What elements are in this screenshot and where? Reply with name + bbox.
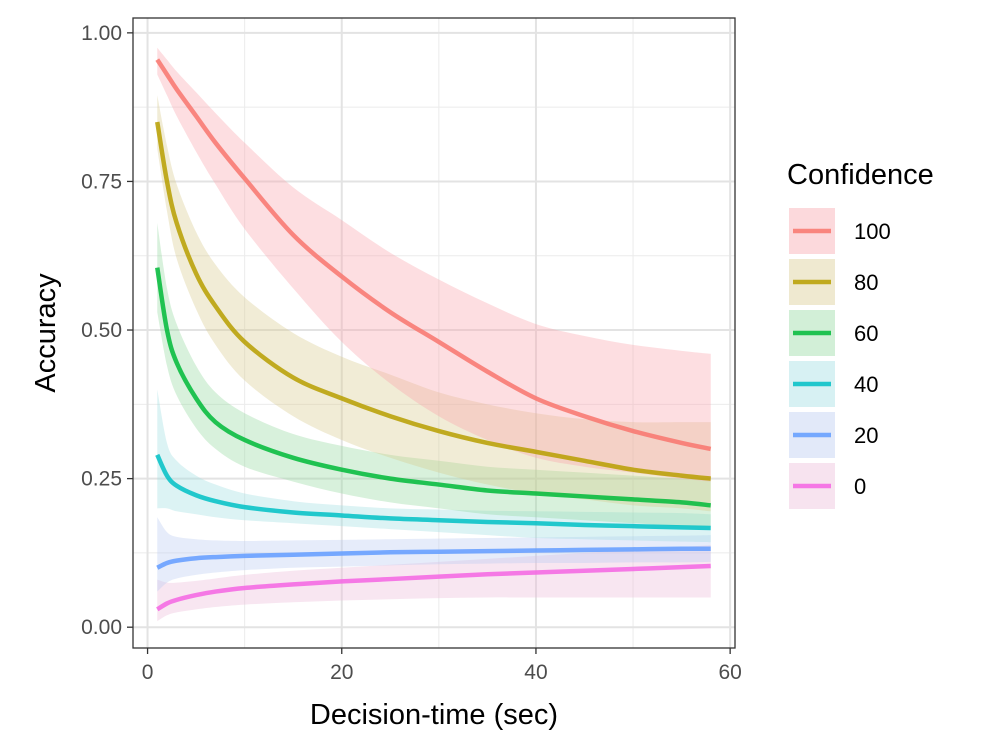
legend-label-100: 100 [854, 219, 891, 244]
legend-label-20: 20 [854, 423, 878, 448]
band-0 [157, 545, 711, 622]
x-tick-label: 40 [524, 661, 547, 684]
legend-label-40: 40 [854, 372, 878, 397]
grid [133, 18, 735, 648]
line-100 [155, 58, 712, 452]
x-axis-title: Decision-time (sec) [310, 699, 558, 731]
x-tick-label: 20 [330, 661, 353, 684]
legend: Confidence 100 80 60 40 20 0 [787, 159, 934, 509]
y-tick-label: 0.50 [81, 319, 122, 342]
y-tick-label: 1.00 [81, 22, 122, 45]
line-80 [155, 121, 711, 481]
legend-label-0: 0 [854, 474, 866, 499]
y-tick-label: 0.25 [81, 468, 122, 491]
band-20 [157, 517, 711, 592]
series-lines [155, 58, 712, 612]
legend-label-60: 60 [854, 321, 878, 346]
panel-border [132, 17, 736, 649]
band-40 [157, 389, 711, 543]
y-axis-title: Accuracy [30, 273, 62, 393]
band-100 [157, 47, 711, 482]
line-60 [155, 267, 711, 508]
line-20 [156, 546, 711, 570]
y-tick-label: 0.75 [81, 170, 122, 193]
x-tick-label: 60 [718, 661, 741, 684]
x-axis: 0 20 40 60 [142, 648, 742, 684]
legend-label-80: 80 [854, 270, 878, 295]
band-80 [157, 95, 711, 512]
legend-title: Confidence [787, 159, 934, 191]
y-axis: 0.00 0.25 0.50 0.75 1.00 [81, 22, 133, 639]
x-tick-label: 0 [142, 661, 154, 684]
y-tick-label: 0.00 [81, 616, 122, 639]
line-0 [156, 563, 711, 612]
band-60 [157, 223, 711, 527]
line-40 [155, 453, 711, 531]
confidence-bands [157, 47, 711, 622]
